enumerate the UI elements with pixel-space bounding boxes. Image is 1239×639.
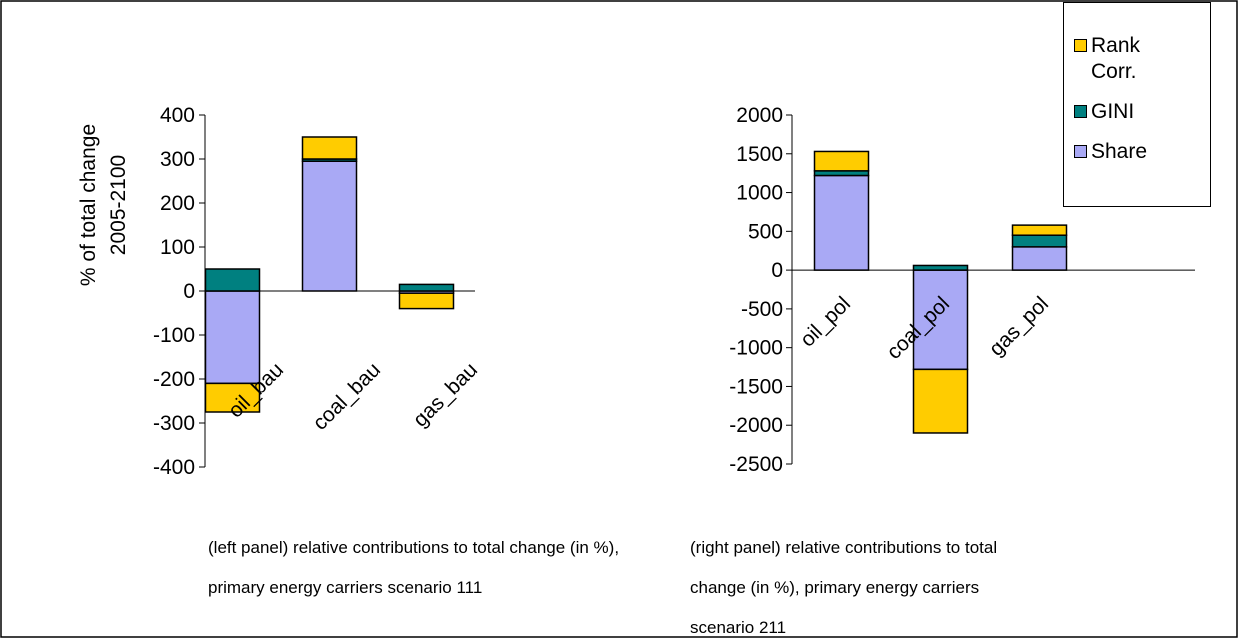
legend-item: Share <box>1074 139 1210 165</box>
bar <box>301 160 358 292</box>
y-tick-label: 0 <box>771 259 783 282</box>
bar <box>912 368 969 434</box>
y-tick-label: 100 <box>160 236 195 259</box>
y-tick-label: 500 <box>748 220 783 243</box>
y-tick-label: -2500 <box>729 453 783 476</box>
legend-item: Rank Corr. <box>1074 33 1210 85</box>
bar <box>813 174 870 271</box>
legend: Rank Corr. GINI Share <box>1063 2 1211 207</box>
y-tick-label: 1500 <box>736 143 783 166</box>
y-tick-label: -500 <box>741 298 783 321</box>
y-tick-label: -200 <box>153 368 195 391</box>
y-tick-label: 400 <box>160 104 195 127</box>
bar <box>1011 234 1068 248</box>
y-tick-label: 300 <box>160 148 195 171</box>
bar <box>398 292 455 310</box>
y-tick-label: -1000 <box>729 337 783 360</box>
caption: (left panel) relative contributions to t… <box>208 538 620 597</box>
y-tick-label: -1500 <box>729 375 783 398</box>
bar <box>301 136 358 160</box>
y-tick-label: 200 <box>160 192 195 215</box>
legend-item: GINI <box>1074 99 1210 125</box>
legend-swatch <box>1074 145 1087 158</box>
x-tick-label: oil_pol <box>796 292 855 351</box>
legend-swatch <box>1074 39 1087 52</box>
y-tick-label: -300 <box>153 412 195 435</box>
bar <box>813 150 870 172</box>
legend-label: GINI <box>1091 100 1135 123</box>
y-tick-label: 1000 <box>736 182 783 205</box>
y-tick-label: -100 <box>153 324 195 347</box>
y-tick-label: -400 <box>153 456 195 479</box>
y-tick-label: 0 <box>183 280 195 303</box>
x-tick-label: gas_pol <box>985 292 1053 360</box>
bar <box>204 268 261 292</box>
caption: (right panel) relative contributions to … <box>690 538 998 637</box>
bar <box>204 290 261 385</box>
bar <box>204 382 261 413</box>
y-tick-label: -2000 <box>729 414 783 437</box>
legend-swatch <box>1074 105 1087 118</box>
legend-label: Rank Corr. <box>1091 34 1141 83</box>
bar <box>398 283 455 292</box>
bar <box>1011 246 1068 271</box>
legend-label: Share <box>1091 140 1148 163</box>
y-axis-label: % of total change <box>77 124 100 286</box>
y-tick-label: 2000 <box>736 104 783 127</box>
x-tick-label: gas_bau <box>409 358 482 431</box>
bar <box>912 264 969 271</box>
y-axis-label: 2005-2100 <box>107 155 130 255</box>
x-tick-label: coal_bau <box>308 358 385 435</box>
bar <box>1011 224 1068 236</box>
